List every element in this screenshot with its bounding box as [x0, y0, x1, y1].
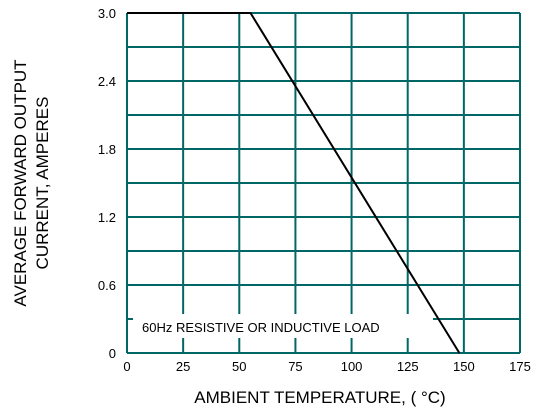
x-tick-label: 175: [509, 359, 531, 374]
x-tick-label: 150: [453, 359, 475, 374]
y-tick-label: 1.8: [98, 142, 116, 157]
x-tick-labels: 0 25 50 75 100 125 150 175: [123, 359, 530, 374]
y-tick-label: 3.0: [98, 6, 116, 21]
annotation-background: [133, 314, 433, 338]
y-tick-label: 2.4: [98, 74, 116, 89]
x-axis-label: AMBIENT TEMPERATURE, ( °C): [194, 388, 445, 407]
y-tick-label: 1.2: [98, 210, 116, 225]
x-tick-label: 0: [123, 359, 130, 374]
y-tick-labels: 0 0.6 1.2 1.8 2.4 3.0: [98, 6, 116, 361]
x-tick-label: 25: [176, 359, 190, 374]
y-axis-label-line-2: CURRENT, AMPERES: [33, 97, 52, 270]
series-line-0: [127, 12, 461, 354]
grid: [126, 12, 521, 354]
y-tick-label: 0.6: [98, 278, 116, 293]
y-axis-label-line-1: AVERAGE FORWARD OUTPUT: [11, 59, 30, 306]
load-annotation: 60Hz RESISTIVE OR INDUCTIVE LOAD: [142, 320, 380, 335]
series-layer: [127, 12, 461, 354]
x-tick-label: 75: [288, 359, 302, 374]
x-tick-label: 50: [232, 359, 246, 374]
x-tick-label: 125: [397, 359, 419, 374]
x-tick-label: 100: [341, 359, 363, 374]
y-tick-label: 0: [109, 346, 116, 361]
